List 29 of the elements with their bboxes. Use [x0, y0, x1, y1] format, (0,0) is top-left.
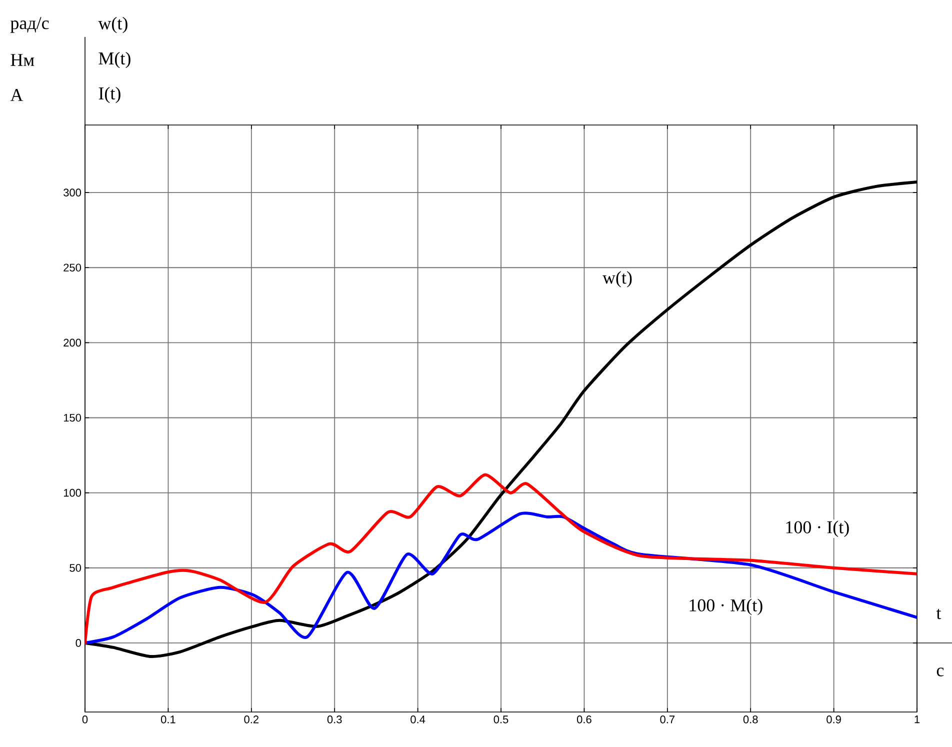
text: I(t) [98, 86, 120, 104]
y-tick-label: 50 [70, 564, 82, 572]
text: с [936, 668, 944, 676]
series-label: 100 · M(t) [690, 598, 762, 616]
x-tick-label: 0.6 [576, 716, 592, 724]
series-label: 100 · I(t) [786, 520, 849, 537]
x-tick-label: 0.8 [743, 716, 758, 724]
x-tick-label: 0.1 [160, 716, 176, 724]
x-tick-label: 0.4 [410, 716, 426, 724]
y-tick-label: 300 [64, 188, 82, 196]
y-tick-label: 200 [64, 338, 82, 347]
text: M(t) [98, 52, 130, 68]
text: рад/с [10, 17, 49, 33]
x-tick-label: 0.3 [327, 716, 342, 724]
x-tick-label: 1 [914, 716, 920, 724]
x-tick-label: 0 [82, 716, 88, 724]
x-tick-label: 0.9 [826, 716, 841, 724]
x-tick-label: 0.2 [244, 716, 258, 724]
text: w(t) [602, 271, 632, 288]
y-tick-label: 150 [64, 414, 82, 422]
y-tick-label: 250 [64, 264, 82, 272]
y-tick-label: 0 [76, 639, 82, 647]
x-tick-label: 0.7 [660, 716, 675, 724]
y-tick-label: 100 [64, 488, 82, 497]
x-tick-label: 0.5 [494, 716, 508, 724]
text: Нм [10, 54, 34, 66]
text: А [10, 89, 24, 101]
text: w(t) [98, 16, 128, 34]
x-axis-title: t [936, 608, 942, 620]
